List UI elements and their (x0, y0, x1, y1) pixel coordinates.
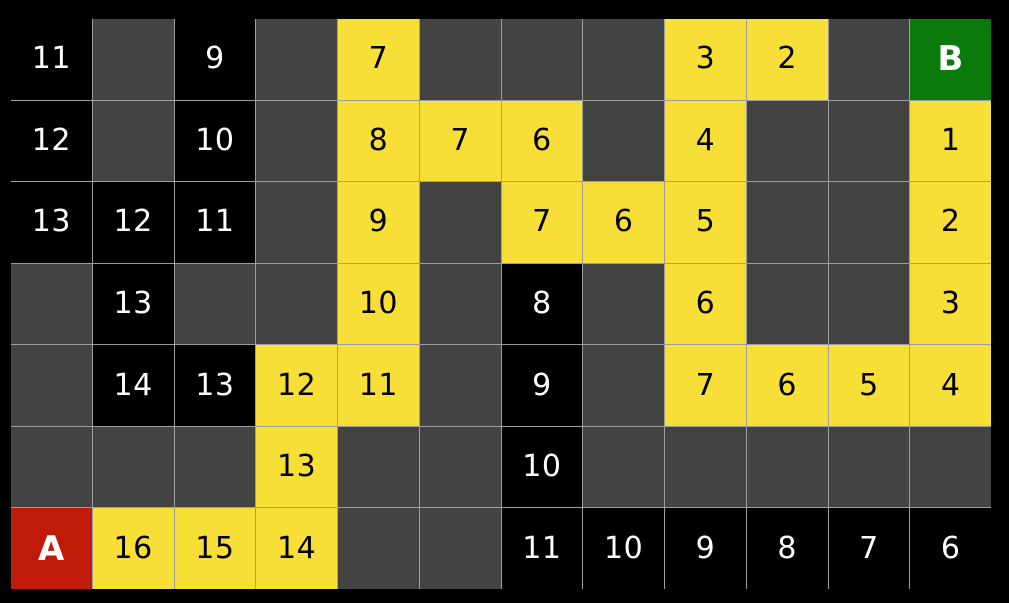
path-cell[interactable]: 6 (746, 345, 828, 426)
frontier-cell[interactable] (746, 426, 828, 508)
frontier-cell[interactable] (828, 263, 910, 345)
path-cell[interactable]: 15 (174, 508, 256, 589)
path-cell[interactable]: 16 (92, 508, 174, 589)
frontier-cell[interactable] (501, 19, 583, 100)
visited-cell[interactable]: 8 (501, 263, 583, 345)
frontier-cell[interactable] (338, 426, 419, 508)
frontier-cell[interactable] (256, 100, 337, 182)
visited-cell[interactable]: 8 (746, 508, 828, 589)
frontier-cell[interactable] (828, 19, 910, 100)
path-cell[interactable]: 4 (665, 100, 746, 182)
visited-cell[interactable]: 14 (92, 345, 174, 426)
frontier-cell[interactable] (419, 508, 501, 589)
visited-cell[interactable]: 13 (11, 182, 92, 263)
visited-cell[interactable]: 10 (174, 100, 256, 182)
frontier-cell[interactable] (665, 426, 746, 508)
visited-cell[interactable]: 9 (665, 508, 746, 589)
frontier-cell[interactable] (910, 426, 991, 508)
visited-cell[interactable]: 11 (174, 182, 256, 263)
frontier-cell[interactable] (11, 263, 92, 345)
frontier-cell[interactable] (828, 182, 910, 263)
path-cell[interactable]: 11 (338, 345, 419, 426)
frontier-cell[interactable] (419, 426, 501, 508)
path-cell[interactable]: 7 (419, 100, 501, 182)
visited-cell[interactable]: 9 (501, 345, 583, 426)
path-cell[interactable]: 6 (665, 263, 746, 345)
frontier-cell[interactable] (746, 100, 828, 182)
frontier-cell[interactable] (419, 19, 501, 100)
pathfinding-grid: 11 9 7 3 2 B 12 10 8 7 6 4 1 13 12 11 9 7 6 5 2 13 10 8 6 3 14 13 12… (11, 19, 991, 589)
path-cell[interactable]: 6 (501, 100, 583, 182)
path-cell[interactable]: 13 (256, 426, 337, 508)
path-cell[interactable]: 10 (338, 263, 419, 345)
frontier-cell[interactable] (419, 263, 501, 345)
path-cell[interactable]: 3 (665, 19, 746, 100)
grid-container: 11 9 7 3 2 B 12 10 8 7 6 4 1 13 12 11 9 7 6 5 2 13 10 8 6 3 14 13 12… (11, 19, 991, 589)
visited-cell[interactable]: 11 (501, 508, 583, 589)
path-cell[interactable]: 3 (910, 263, 991, 345)
frontier-cell[interactable] (174, 426, 256, 508)
frontier-cell[interactable] (11, 345, 92, 426)
visited-cell[interactable]: 12 (92, 182, 174, 263)
frontier-cell[interactable] (338, 508, 419, 589)
frontier-cell[interactable] (419, 345, 501, 426)
visited-cell[interactable]: 12 (11, 100, 92, 182)
path-cell[interactable]: 1 (910, 100, 991, 182)
frontier-cell[interactable] (256, 182, 337, 263)
frontier-cell[interactable] (419, 182, 501, 263)
visited-cell[interactable]: 13 (174, 345, 256, 426)
visited-cell[interactable]: 13 (92, 263, 174, 345)
frontier-cell[interactable] (746, 182, 828, 263)
path-cell[interactable]: 7 (665, 345, 746, 426)
visited-cell[interactable]: 10 (501, 426, 583, 508)
frontier-cell[interactable] (583, 426, 664, 508)
path-cell[interactable]: 4 (910, 345, 991, 426)
path-cell[interactable]: 8 (338, 100, 419, 182)
frontier-cell[interactable] (583, 100, 664, 182)
frontier-cell[interactable] (256, 263, 337, 345)
visited-cell[interactable]: 9 (174, 19, 256, 100)
visited-cell[interactable]: 11 (11, 19, 92, 100)
frontier-cell[interactable] (828, 100, 910, 182)
frontier-cell[interactable] (828, 426, 910, 508)
frontier-cell[interactable] (583, 263, 664, 345)
start-cell[interactable]: A (11, 508, 92, 589)
frontier-cell[interactable] (746, 263, 828, 345)
visited-cell[interactable]: 7 (828, 508, 910, 589)
path-cell[interactable]: 14 (256, 508, 337, 589)
frontier-cell[interactable] (92, 100, 174, 182)
frontier-cell[interactable] (256, 19, 337, 100)
frontier-cell[interactable] (583, 19, 664, 100)
path-cell[interactable]: 7 (501, 182, 583, 263)
frontier-cell[interactable] (174, 263, 256, 345)
path-cell[interactable]: 2 (746, 19, 828, 100)
visited-cell[interactable]: 6 (910, 508, 991, 589)
path-cell[interactable]: 5 (828, 345, 910, 426)
goal-cell[interactable]: B (910, 19, 991, 100)
path-cell[interactable]: 2 (910, 182, 991, 263)
frontier-cell[interactable] (11, 426, 92, 508)
path-cell[interactable]: 9 (338, 182, 419, 263)
path-cell[interactable]: 6 (583, 182, 664, 263)
path-cell[interactable]: 5 (665, 182, 746, 263)
path-cell[interactable]: 12 (256, 345, 337, 426)
frontier-cell[interactable] (92, 426, 174, 508)
path-cell[interactable]: 7 (338, 19, 419, 100)
frontier-cell[interactable] (92, 19, 174, 100)
frontier-cell[interactable] (583, 345, 664, 426)
visited-cell[interactable]: 10 (583, 508, 664, 589)
